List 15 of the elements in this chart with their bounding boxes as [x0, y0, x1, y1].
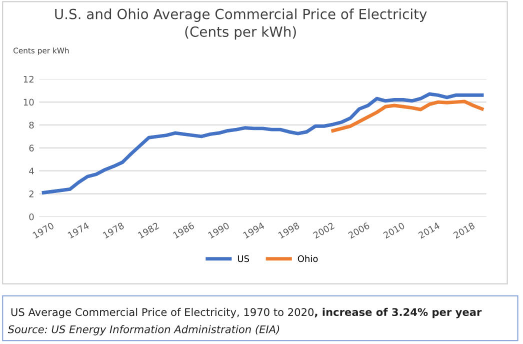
y-tick-label: 4 [29, 168, 34, 174]
source-note: Source: US Energy Information Administration (EIA) [8, 325, 280, 336]
y-tick-label: 2 [29, 190, 34, 198]
y-tick-label: 8 [29, 122, 34, 129]
legend-label: Ohio [298, 255, 318, 262]
line-series [42, 92, 484, 194]
y-tick-label: 10 [24, 98, 34, 106]
chart-title: U.S. and Ohio Average Commercial Price of Electricity (Cents per kWh) [55, 8, 427, 40]
text: US Average Commercial Price of Electricity, 1970 to 2020 [11, 308, 314, 318]
y-tick-label: 0 [29, 213, 34, 220]
line-series [331, 100, 484, 132]
legend-label: US [238, 255, 250, 262]
text: , increase of 3.24% per year [314, 308, 482, 318]
y-tick-label: 12 [24, 76, 34, 83]
y-tick-label: 6 [29, 144, 34, 152]
